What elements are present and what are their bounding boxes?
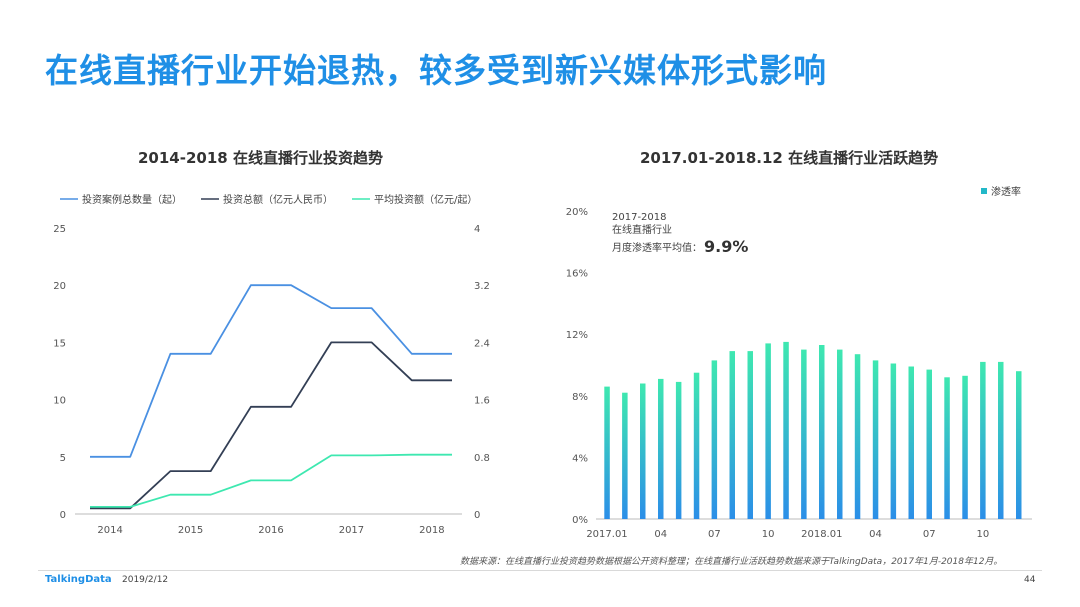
bar <box>962 375 968 519</box>
legend-swatch <box>981 188 987 194</box>
x-tick-label: 2018 <box>419 525 444 536</box>
y-tick-label: 0% <box>572 515 588 526</box>
right-y-tick-label: 2.4 <box>474 338 490 349</box>
source-note: 数据来源：在线直播行业投资趋势数据根据公开资料整理；在线直播行业活跃趋势数据来源… <box>460 557 1003 567</box>
legend-label-2: 投资总额（亿元人民币） <box>223 193 333 206</box>
bar <box>640 383 646 519</box>
left-y-tick-label: 15 <box>53 338 66 349</box>
left-y-tick-label: 20 <box>53 281 66 292</box>
bar <box>693 372 700 519</box>
bar <box>980 361 986 519</box>
series-line-1 <box>90 284 452 458</box>
right-chart-title: 2017.01-2018.12 在线直播行业活跃趋势 <box>640 149 939 167</box>
x-tick-label: 10 <box>762 529 775 540</box>
bar <box>711 360 718 519</box>
bar <box>622 392 628 519</box>
penetration-bar-chart: 渗透率 0% 4% 8% 12% 16% 20% 2017.01 04 07 10 2018.01 04… <box>566 185 1032 540</box>
bar <box>908 366 914 519</box>
brand-logo: TalkingData <box>45 574 112 585</box>
series-line-2 <box>90 341 452 510</box>
legend-label: 渗透率 <box>991 185 1021 198</box>
y-tick-label: 20% <box>566 207 588 218</box>
x-tick-label: 2014 <box>97 525 122 536</box>
annotation-line-2: 在线直播行业 <box>612 223 672 236</box>
x-tick-label: 2016 <box>258 525 283 536</box>
investment-line-chart: 投资案例总数量（起） 投资总额（亿元人民币） 平均投资额（亿元/起） 0 5 10 15 20… <box>53 193 490 536</box>
bar <box>765 343 771 519</box>
legend-label-3: 平均投资额（亿元/起） <box>374 193 477 206</box>
x-tick-label: 2017.01 <box>586 529 627 540</box>
x-tick-label: 07 <box>708 529 721 540</box>
x-tick-label: 2017 <box>339 525 364 536</box>
bar <box>783 341 789 519</box>
y-tick-label: 12% <box>566 330 588 341</box>
bar <box>747 351 753 519</box>
bar <box>819 345 825 519</box>
left-y-tick-label: 25 <box>53 224 66 235</box>
bar <box>801 349 807 519</box>
left-y-tick-label: 0 <box>60 510 66 521</box>
slide-title: 在线直播行业开始退热，较多受到新兴媒体形式影响 <box>45 51 827 90</box>
bar <box>890 363 897 519</box>
bar <box>854 354 861 519</box>
bar <box>837 349 843 519</box>
left-y-tick-label: 5 <box>60 453 66 464</box>
bar <box>729 351 735 519</box>
footer-divider <box>38 570 1042 571</box>
y-tick-label: 4% <box>572 453 588 464</box>
x-tick-label: 2015 <box>178 525 203 536</box>
x-tick-label: 04 <box>654 529 667 540</box>
annotation-line-1: 2017-2018 <box>612 212 667 223</box>
x-tick-label: 07 <box>923 529 936 540</box>
right-y-tick-label: 0.8 <box>474 453 490 464</box>
y-tick-label: 16% <box>566 269 588 280</box>
right-y-tick-label: 1.6 <box>474 396 490 407</box>
right-y-tick-label: 4 <box>474 224 480 235</box>
bar <box>872 360 879 519</box>
bar <box>998 361 1004 519</box>
series-line-3 <box>90 453 452 508</box>
page-number: 44 <box>1024 575 1036 585</box>
bar <box>604 386 610 519</box>
right-y-tick-label: 3.2 <box>474 281 490 292</box>
annotation-line-3: 月度渗透率平均值： <box>612 241 702 254</box>
right-y-tick-label: 0 <box>474 510 480 521</box>
left-chart-title: 2014-2018 在线直播行业投资趋势 <box>138 149 383 167</box>
annotation-value: 9.9% <box>704 237 748 256</box>
x-tick-label: 10 <box>977 529 990 540</box>
legend-label-1: 投资案例总数量（起） <box>82 193 182 206</box>
x-tick-label: 04 <box>869 529 882 540</box>
footer-date: 2019/2/12 <box>122 575 169 585</box>
bar <box>675 381 682 519</box>
bar <box>1016 371 1022 519</box>
y-tick-label: 8% <box>572 392 588 403</box>
bar <box>926 369 932 519</box>
bar <box>658 378 664 519</box>
left-y-tick-label: 10 <box>53 396 66 407</box>
x-tick-label: 2018.01 <box>801 529 842 540</box>
bar <box>944 377 950 519</box>
